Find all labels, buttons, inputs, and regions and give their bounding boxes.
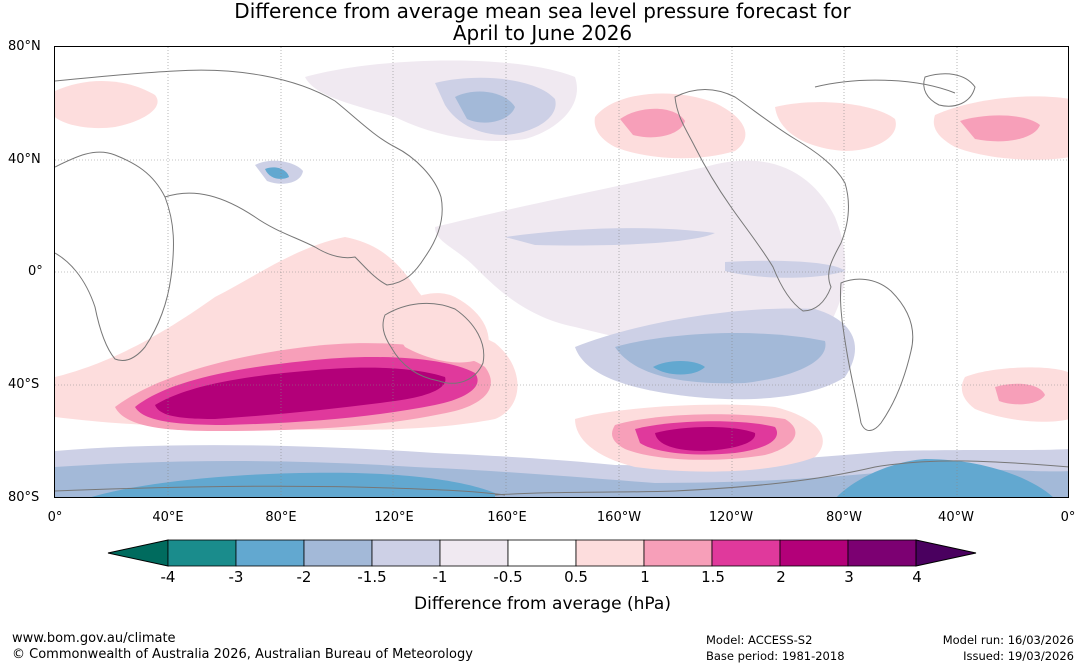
footer-url: www.bom.gov.au/climate — [12, 631, 176, 646]
chart-title: Difference from average mean sea level p… — [0, 0, 1085, 44]
colorbar-swatch-6 — [575, 539, 645, 567]
colorbar-swatch-0 — [167, 539, 237, 567]
lon-label-40w: 40°W — [938, 510, 974, 525]
contour-tropical-pacific-mid — [505, 228, 845, 278]
colorbar-tick-m3: -3 — [228, 568, 244, 586]
coast-africa-europe — [55, 151, 174, 361]
footer-base-period: Base period: 1981-2018 — [706, 649, 845, 663]
graticule — [55, 47, 1068, 497]
colorbar-boxes — [167, 539, 917, 567]
contour-central-asia-core — [265, 167, 289, 179]
coast-australia — [382, 302, 485, 384]
footer-model: Model: ACCESS-S2 — [706, 633, 813, 647]
colorbar-swatch-3 — [371, 539, 441, 567]
contour-south-pacific-pos-core — [655, 427, 756, 451]
colorbar — [107, 539, 977, 567]
colorbar-tick-m1: -1 — [432, 568, 448, 586]
contour-tropical-pacific — [435, 160, 846, 356]
colorbar-tick-4: 4 — [912, 568, 922, 586]
lon-label-80w: 80°W — [826, 510, 862, 525]
lon-label-120w: 120°W — [708, 510, 754, 525]
coastlines — [55, 69, 1068, 496]
colorbar-swatch-5 — [507, 539, 577, 567]
lon-label-0-left: 0° — [47, 510, 63, 525]
colorbar-swatch-2 — [303, 539, 373, 567]
contour-south-atlantic-pos-mid — [995, 383, 1045, 405]
lon-label-160w: 160°W — [596, 510, 642, 525]
lat-label-40s: 40°S — [8, 377, 40, 392]
footer-model-run: Model run: 16/03/2026 — [942, 633, 1074, 647]
contour-indian-ocean-core — [155, 367, 446, 419]
contour-southern-band-strong — [91, 459, 1053, 497]
contour-north-atlantic-pos-mid — [960, 115, 1040, 142]
lat-label-40n: 40°N — [8, 152, 41, 167]
title-line-1: Difference from average mean sea level p… — [234, 0, 851, 23]
lat-label-80n: 80°N — [8, 39, 41, 54]
colorbar-tick-3: 3 — [844, 568, 854, 586]
lat-label-equator: 0° — [28, 264, 43, 279]
contour-north-pacific-pos-mid — [620, 108, 685, 138]
lon-label-40e: 40°E — [152, 510, 184, 525]
coast-south-america — [839, 278, 914, 431]
footer-copyright: © Commonwealth of Australia 2026, Austra… — [12, 647, 473, 662]
coast-asia — [55, 69, 443, 286]
colorbar-swatch-1 — [235, 539, 305, 567]
coast-north-america — [674, 79, 956, 312]
colorbar-swatch-8 — [711, 539, 781, 567]
colorbar-swatch-7 — [643, 539, 713, 567]
lon-label-120e: 120°E — [374, 510, 414, 525]
anomaly-fill — [55, 60, 1068, 497]
lon-label-80e: 80°E — [265, 510, 297, 525]
colorbar-tick-2: 2 — [776, 568, 786, 586]
colorbar-low-extend — [107, 539, 169, 567]
colorbar-high-extend — [915, 539, 977, 567]
contour-nw-pacific-core — [455, 91, 515, 123]
colorbar-tick-m4: -4 — [160, 568, 176, 586]
colorbar-tick-0-5: 0.5 — [564, 568, 588, 586]
lon-label-0-right: 0° — [1060, 510, 1076, 525]
colorbar-swatch-9 — [779, 539, 849, 567]
colorbar-swatch-10 — [847, 539, 917, 567]
contour-south-pacific-core — [653, 361, 705, 375]
coast-greenland — [923, 73, 976, 107]
colorbar-tick-1: 1 — [640, 568, 650, 586]
colorbar-label: Difference from average (hPa) — [414, 594, 671, 614]
colorbar-tick-m0-5: -0.5 — [493, 568, 523, 586]
colorbar-tick-m1-5: -1.5 — [357, 568, 387, 586]
lon-label-160e: 160°E — [487, 510, 527, 525]
footer-issued: Issued: 19/03/2026 — [963, 649, 1074, 663]
title-line-2: April to June 2026 — [452, 21, 633, 45]
map-panel — [54, 46, 1069, 498]
contour-australia-pos — [385, 293, 489, 363]
contour-europe-pos — [55, 80, 158, 129]
lat-label-80s: 80°S — [8, 490, 40, 505]
map-svg — [55, 47, 1068, 497]
colorbar-tick-1-5: 1.5 — [701, 568, 725, 586]
colorbar-tick-m2: -2 — [296, 568, 312, 586]
contour-n-america-pos — [775, 102, 896, 151]
colorbar-swatch-4 — [439, 539, 509, 567]
coast-antarctica — [55, 460, 1068, 496]
